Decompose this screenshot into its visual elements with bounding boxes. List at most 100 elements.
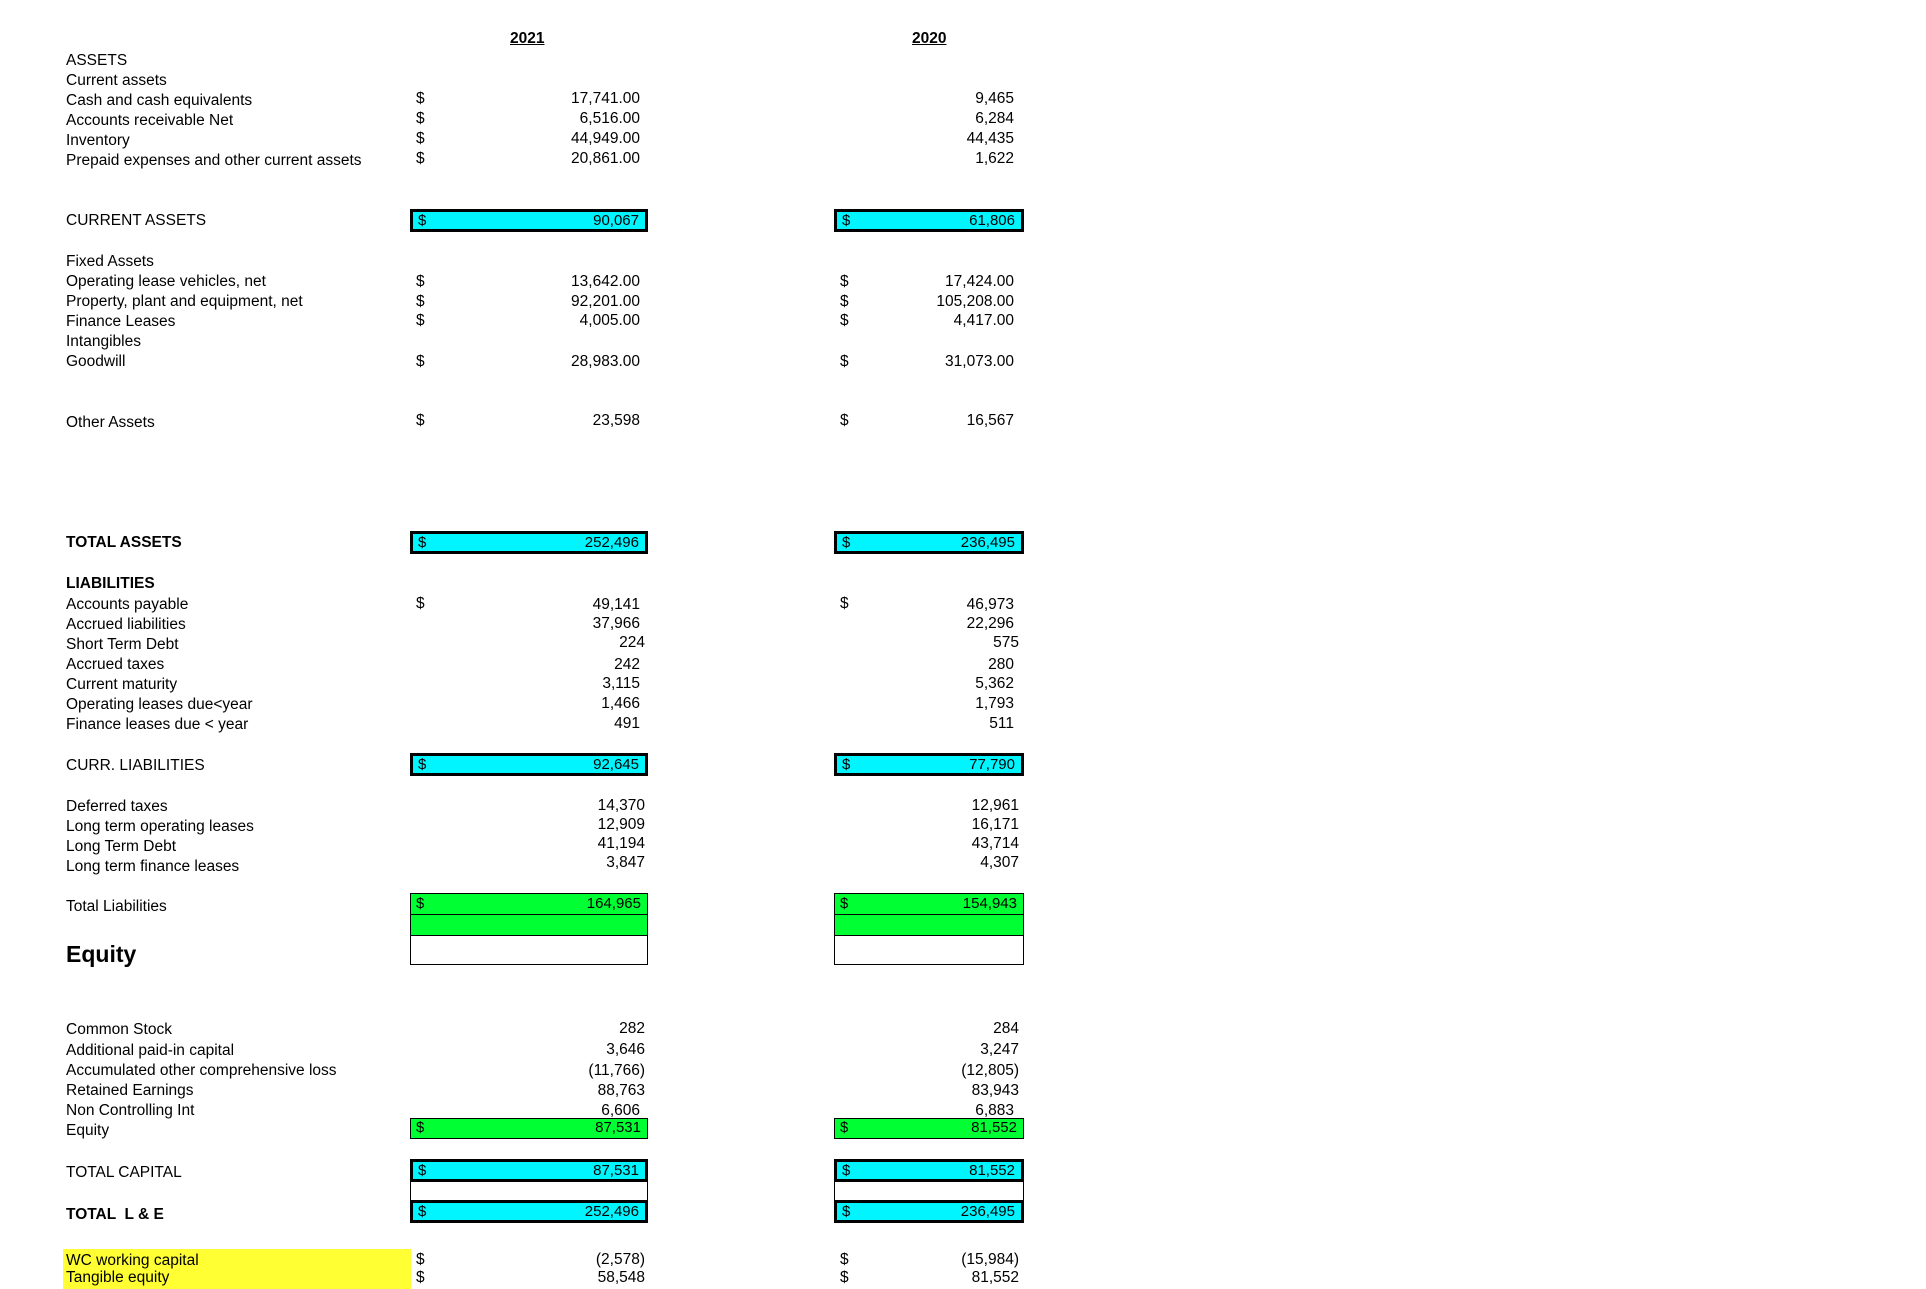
filler-cell: [834, 914, 1024, 937]
value-2021: 28,983.00: [571, 353, 640, 370]
row-label-total-capital: TOTAL CAPITAL: [66, 1164, 182, 1181]
value-2020: 1,622: [975, 150, 1014, 167]
current-assets-2021: 90,067: [593, 212, 639, 229]
value-2020: 16,567: [966, 412, 1014, 429]
empty-cell: [834, 1181, 1024, 1201]
row-label: Long term finance leases: [66, 858, 240, 875]
row-label: Operating lease vehicles, net: [66, 273, 266, 290]
filler-cell: [410, 914, 648, 937]
value-2020: 31,073.00: [945, 353, 1014, 370]
value-2020: 83,943: [971, 1082, 1019, 1099]
highlight-band: [63, 1249, 411, 1289]
row-label: Accounts payable: [66, 596, 189, 613]
total-cell-2020: $ 81,552: [834, 1159, 1024, 1182]
value-2020: (15,984): [961, 1251, 1019, 1268]
total-cell-2021: $ 252,496: [410, 1200, 648, 1223]
column-header-2021: 2021: [510, 30, 545, 47]
row-label: Short Term Debt: [66, 636, 179, 653]
row-label: Accrued liabilities: [66, 616, 186, 633]
value-2021: 3,115: [602, 675, 640, 692]
row-label-tangible-equity: Tangible equity: [66, 1269, 170, 1286]
row-label: Additional paid-in capital: [66, 1042, 235, 1059]
row-label: Accumulated other comprehensive loss: [66, 1062, 337, 1079]
section-heading-equity: Equity: [66, 941, 137, 967]
row-label-equity: Equity: [66, 1122, 110, 1139]
row-label: Finance Leases: [66, 313, 176, 330]
column-header-2020: 2020: [912, 30, 947, 47]
currency-symbol: $: [840, 312, 849, 329]
value-2020: 575: [993, 634, 1019, 651]
empty-cell: [410, 1181, 648, 1201]
currency-symbol: $: [416, 110, 425, 127]
row-label: Long Term Debt: [66, 838, 176, 855]
value-2021: 17,741.00: [571, 90, 640, 107]
subtotal-cell-2020: $ 154,943: [834, 893, 1024, 916]
row-label: Inventory: [66, 132, 130, 149]
currency-symbol: $: [840, 1119, 849, 1136]
currency-symbol: $: [416, 353, 425, 370]
total-le-2020: 236,495: [960, 1203, 1015, 1220]
equity-2020: 81,552: [971, 1119, 1017, 1136]
currency-symbol: $: [842, 1162, 851, 1179]
value-2020: 4,307: [980, 854, 1019, 871]
row-label-total-liabilities: Total Liabilities: [66, 898, 167, 915]
value-2021: (2,578): [595, 1251, 645, 1268]
row-label: Property, plant and equipment, net: [66, 293, 303, 310]
value-2020: 3,247: [980, 1041, 1019, 1058]
value-2021: 88,763: [597, 1082, 645, 1099]
currency-symbol: $: [840, 1269, 849, 1286]
row-label: Current maturity: [66, 676, 178, 693]
row-label: Operating leases due<year: [66, 696, 253, 713]
current-assets-2020: 61,806: [969, 212, 1015, 229]
currency-symbol: $: [418, 1162, 427, 1179]
currency-symbol: $: [418, 756, 427, 773]
currency-symbol: $: [842, 1203, 851, 1220]
currency-symbol: $: [416, 895, 425, 912]
value-2020: 511: [989, 715, 1014, 732]
currency-symbol: $: [840, 595, 849, 612]
value-2021: 224: [619, 634, 645, 651]
value-2020: 6,284: [975, 110, 1014, 127]
row-label-other-assets: Other Assets: [66, 414, 155, 431]
value-2020: 16,171: [971, 816, 1019, 833]
curr-liabilities-2021: 92,645: [593, 756, 639, 773]
value-2021: 37,966: [592, 615, 640, 632]
total-assets-2020: 236,495: [960, 534, 1015, 551]
row-label: Accounts receivable Net: [66, 112, 234, 129]
total-cell-2021: $ 87,531: [410, 1159, 648, 1182]
value-2021: 14,370: [597, 797, 645, 814]
total-cell-2020: $ 61,806: [834, 209, 1024, 232]
value-2021: 58,548: [597, 1269, 645, 1286]
currency-symbol: $: [416, 1119, 425, 1136]
total-cell-2020: $ 236,495: [834, 531, 1024, 554]
value-2021: 13,642.00: [571, 273, 640, 290]
row-label: Accrued taxes: [66, 656, 165, 673]
currency-symbol: $: [418, 1203, 427, 1220]
section-heading-liabilities: LIABILITIES: [66, 575, 155, 592]
total-cell-2020: $ 236,495: [834, 1200, 1024, 1223]
currency-symbol: $: [416, 293, 425, 310]
total-le-2021: 252,496: [584, 1203, 639, 1220]
curr-liabilities-2020: 77,790: [969, 756, 1015, 773]
currency-symbol: $: [416, 312, 425, 329]
row-label-current-assets: CURRENT ASSETS: [66, 212, 207, 229]
total-cell-2021: $ 252,496: [410, 531, 648, 554]
currency-symbol: $: [416, 412, 425, 429]
value-2020: 1,793: [975, 695, 1014, 712]
subsection-heading-fixed-assets: Fixed Assets: [66, 253, 154, 270]
value-2020: 284: [993, 1020, 1019, 1037]
row-label: Goodwill: [66, 353, 126, 370]
row-label-working-capital: WC working capital: [66, 1252, 199, 1269]
section-heading-assets: ASSETS: [66, 52, 128, 69]
currency-symbol: $: [842, 212, 851, 229]
total-capital-2020: 81,552: [969, 1162, 1015, 1179]
value-2020: 9,465: [975, 90, 1014, 107]
currency-symbol: $: [840, 273, 849, 290]
row-label-total-assets: TOTAL ASSETS: [66, 534, 182, 551]
value-2020: 105,208.00: [936, 293, 1014, 310]
currency-symbol: $: [840, 353, 849, 370]
equity-2021: 87,531: [595, 1119, 641, 1136]
value-2020: (12,805): [961, 1062, 1019, 1079]
currency-symbol: $: [416, 130, 425, 147]
row-label: Common Stock: [66, 1021, 172, 1038]
